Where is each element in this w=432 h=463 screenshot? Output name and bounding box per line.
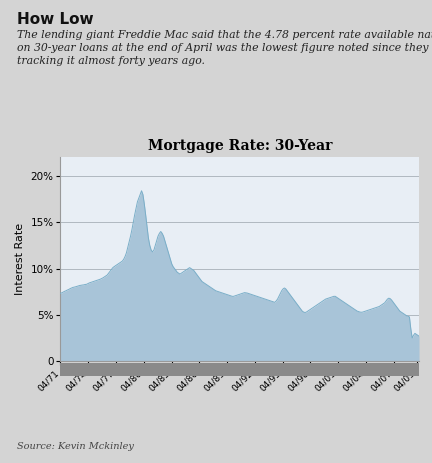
- Title: Mortgage Rate: 30-Year: Mortgage Rate: 30-Year: [148, 139, 332, 153]
- Text: Source: Kevin Mckinley: Source: Kevin Mckinley: [17, 443, 134, 451]
- Y-axis label: Interest Rate: Interest Rate: [15, 223, 25, 295]
- Text: The lending giant Freddie Mac said that the 4.78 percent rate available national: The lending giant Freddie Mac said that …: [17, 30, 432, 67]
- Text: How Low: How Low: [17, 12, 94, 26]
